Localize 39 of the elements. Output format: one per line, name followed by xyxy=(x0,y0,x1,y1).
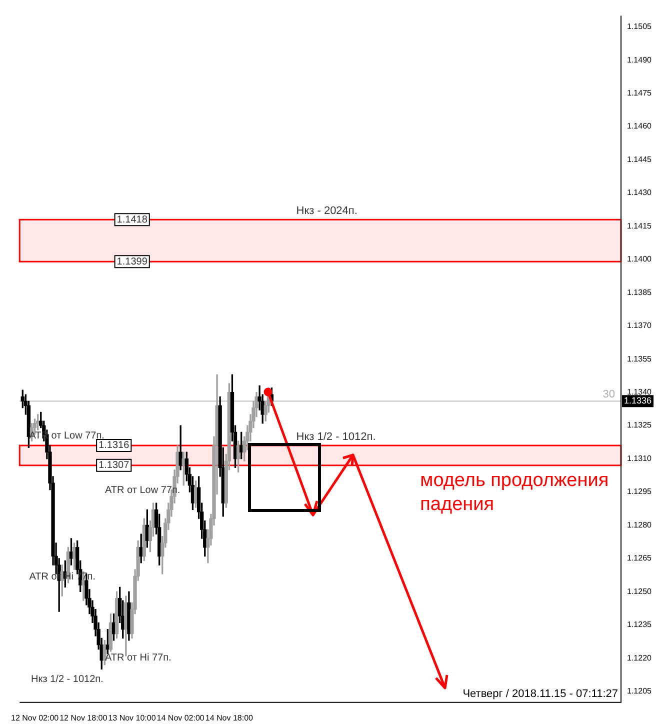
y-tick-label: 1.1220 xyxy=(627,653,652,662)
annotation: Нкз 1/2 - 1012п. xyxy=(31,674,104,685)
y-tick-label: 1.1295 xyxy=(627,487,652,496)
annotation: ATR от Low 77п. xyxy=(105,485,180,496)
annotation: 1.1418 xyxy=(116,214,148,226)
x-tick-label: 14 Nov 18:00 xyxy=(205,713,254,722)
annotation: ATR от Hi 77п. xyxy=(105,652,172,664)
ref-line-label: 1.1336 xyxy=(624,396,652,406)
y-tick-label: 1.1325 xyxy=(627,420,652,430)
y-tick-label: 1.1280 xyxy=(627,520,652,530)
y-tick-label: 1.1490 xyxy=(627,55,652,64)
annotation: модель продолжения падения xyxy=(420,470,609,515)
x-tick-label: 12 Nov 18:00 xyxy=(60,713,108,722)
y-tick-label: 1.1430 xyxy=(627,188,652,198)
y-tick-label: 1.1340 xyxy=(627,388,652,397)
annotation: 1.1316 xyxy=(98,440,130,452)
y-tick-label: 1.1370 xyxy=(627,321,652,330)
annotation: 1.1399 xyxy=(116,256,148,268)
y-tick-label: 1.1355 xyxy=(627,354,652,364)
y-tick-label: 1.1460 xyxy=(627,122,652,131)
x-tick-label: 12 Nov 02:00 xyxy=(11,713,60,722)
y-tick-label: 1.1400 xyxy=(627,254,652,264)
annotation: Четверг / 2018.11.15 - 07:11:27 xyxy=(462,688,618,700)
y-tick-label: 1.1445 xyxy=(627,154,652,164)
y-tick-label: 1.1505 xyxy=(627,22,652,32)
y-tick-label: 1.1235 xyxy=(627,620,652,630)
band-label: Нкз - 2024п. xyxy=(296,205,358,218)
y-tick-label: 1.1385 xyxy=(627,288,652,297)
y-tick-label: 1.1205 xyxy=(627,686,652,696)
x-tick-label: 13 Nov 10:00 xyxy=(108,713,156,722)
y-tick-label: 1.1250 xyxy=(627,586,652,596)
y-tick-label: 1.1265 xyxy=(627,554,652,563)
x-tick-label: 14 Nov 02:00 xyxy=(156,713,205,722)
annotation: 1.1307 xyxy=(98,460,130,472)
y-tick-label: 1.1475 xyxy=(627,88,652,98)
annotation: 30 xyxy=(602,388,615,401)
y-tick-label: 1.1310 xyxy=(627,454,652,463)
band-label: Нкз 1/2 - 1012п. xyxy=(296,431,376,444)
y-tick-label: 1.1415 xyxy=(627,221,652,230)
